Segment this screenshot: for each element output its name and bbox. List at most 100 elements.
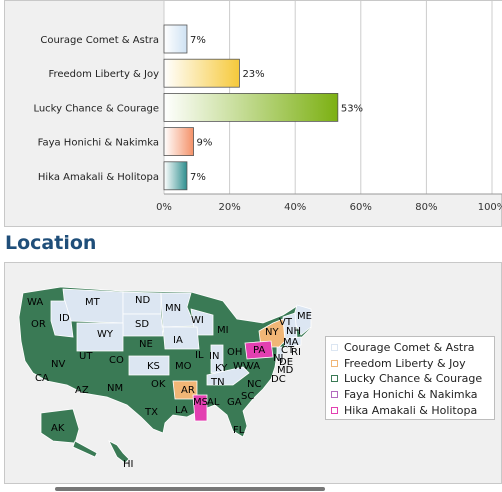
- state-label-mn: MN: [165, 303, 181, 314]
- state-label-ak: AK: [51, 423, 65, 434]
- bar-value-label: 23%: [242, 69, 264, 80]
- legend-label: Freedom Liberty & Joy: [344, 356, 466, 370]
- state-label-ky: KY: [215, 363, 228, 374]
- state-label-nc: NC: [247, 379, 261, 390]
- state-hi: [108, 440, 130, 464]
- state-label-ri: RI: [291, 347, 301, 358]
- bar-chart-panel: 7% Courage Comet & Astra 23% Freedom Libert…: [4, 0, 502, 227]
- state-label-az: AZ: [75, 385, 89, 396]
- state-label-ga: GA: [227, 397, 242, 408]
- state-label-va: VA: [247, 361, 260, 372]
- state-mn: [160, 292, 196, 328]
- state-pa: [244, 340, 274, 360]
- legend-label: Hika Amakali & Holitopa: [344, 403, 478, 417]
- state-label-mt: MT: [85, 297, 101, 308]
- legend-item: Hika Amakali & Holitopa: [331, 402, 489, 418]
- state-label-ca: CA: [35, 373, 49, 384]
- state-label-sd: SD: [135, 319, 149, 330]
- state-label-ms: MS: [193, 397, 208, 408]
- x-tick-label: 100%: [478, 202, 502, 213]
- state-label-hi: HI: [123, 459, 133, 470]
- legend-label: Faya Honichi & Nakimka: [344, 388, 478, 402]
- legend-swatch: [331, 359, 338, 367]
- state-label-ks: KS: [147, 361, 160, 372]
- x-tick-label: 20%: [218, 202, 240, 213]
- state-label-wa: WA: [27, 297, 43, 308]
- category-label: Freedom Liberty & Joy: [48, 69, 159, 80]
- state-nj: [276, 346, 284, 362]
- bar-value-label: 9%: [197, 138, 213, 149]
- state-label-ma: MA: [283, 337, 299, 348]
- state-wy: [76, 322, 124, 352]
- state-label-me: ME: [297, 311, 312, 322]
- state-label-fl: FL: [233, 425, 245, 436]
- state-label-wy: WY: [97, 329, 114, 340]
- category-label: Faya Honichi & Nakimka: [38, 138, 159, 149]
- map-legend: Courage Comet & Astra Freedom Liberty & J…: [325, 336, 495, 420]
- state-label-vt: VT: [279, 317, 293, 328]
- category-label: Courage Comet & Astra: [40, 35, 159, 46]
- bar-chart: 7% Courage Comet & Astra 23% Freedom Libert…: [33, 1, 502, 213]
- state-label-il: IL: [195, 350, 204, 361]
- state-label-ut: UT: [79, 351, 93, 362]
- x-tick-label: 40%: [284, 202, 306, 213]
- x-tick-label: 60%: [350, 202, 372, 213]
- state-label-id: ID: [59, 313, 70, 324]
- legend-label: Lucky Chance & Courage: [344, 372, 483, 386]
- state-label-co: CO: [109, 355, 124, 366]
- state-label-mi: MI: [217, 325, 229, 336]
- location-title: Location: [5, 232, 97, 254]
- state-label-in: IN: [209, 351, 219, 362]
- state-ak-islands: [72, 440, 98, 458]
- state-id: [50, 300, 74, 338]
- bar[interactable]: [163, 161, 188, 191]
- legend-item: Faya Honichi & Nakimka: [331, 387, 489, 403]
- state-label-nj: NJ: [273, 353, 283, 364]
- state-label-ok: OK: [151, 379, 166, 390]
- legend-swatch: [331, 375, 338, 383]
- legend-item: Courage Comet & Astra: [331, 340, 489, 356]
- state-ms: [192, 394, 208, 422]
- state-label-md: MD: [277, 365, 294, 376]
- state-label-ia: IA: [173, 335, 183, 346]
- state-label-oh: OH: [227, 347, 242, 358]
- category-label: Lucky Chance & Courage: [33, 103, 159, 114]
- state-label-pa: PA: [253, 345, 265, 356]
- legend-item: Lucky Chance & Courage: [331, 371, 489, 387]
- legend-swatch: [331, 344, 338, 352]
- state-label-or: OR: [31, 319, 46, 330]
- bar-value-label: 7%: [190, 35, 206, 46]
- bar-value-label: 7%: [190, 172, 206, 183]
- bar[interactable]: [163, 127, 194, 156]
- state-label-al: AL: [207, 397, 220, 408]
- state-ky: [206, 366, 250, 386]
- bar[interactable]: [163, 58, 240, 88]
- state-label-sc: SC: [241, 391, 254, 402]
- state-label-tx: TX: [144, 407, 158, 418]
- legend-label: Courage Comet & Astra: [344, 341, 475, 355]
- state-label-nh: NH: [286, 326, 301, 337]
- state-label-nv: NV: [51, 359, 65, 370]
- bar-value-label: 53%: [341, 103, 363, 114]
- x-tick-label: 0%: [156, 202, 172, 213]
- state-ia: [162, 326, 200, 350]
- state-label-ne: NE: [139, 339, 153, 350]
- state-label-mo: MO: [175, 361, 192, 372]
- state-label-nd: ND: [135, 295, 150, 306]
- state-label-wv: WV: [233, 361, 250, 372]
- legend-item: Freedom Liberty & Joy: [331, 356, 489, 372]
- bar[interactable]: [163, 24, 188, 54]
- horizontal-scrollbar[interactable]: [55, 487, 325, 491]
- bar[interactable]: [163, 93, 339, 122]
- state-label-tn: TN: [210, 377, 225, 388]
- state-label-nm: NM: [107, 383, 123, 394]
- state-label-ar: AR: [181, 385, 195, 396]
- map-panel: WA MT ND MN ME OR ID SD WI VT NH WY NY MA MI NE IA PA CT RI…: [4, 262, 502, 484]
- state-label-wi: WI: [191, 315, 204, 326]
- state-label-ny: NY: [265, 327, 279, 338]
- state-ks: [128, 355, 170, 376]
- legend-swatch: [331, 406, 338, 414]
- x-tick-label: 80%: [415, 202, 437, 213]
- state-ma: [282, 336, 302, 348]
